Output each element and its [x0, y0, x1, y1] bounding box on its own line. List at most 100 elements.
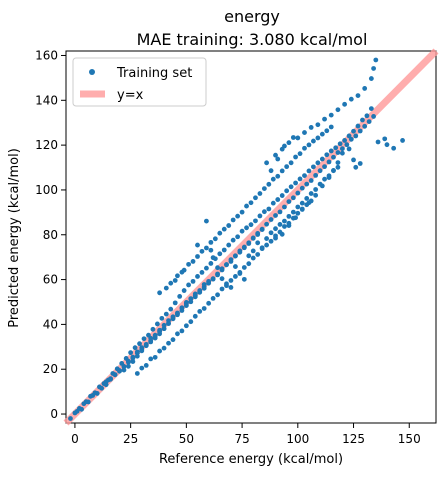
scatter-point — [351, 128, 356, 134]
scatter-point — [286, 199, 292, 204]
legend-marker-training-set — [89, 69, 95, 75]
scatter-point — [284, 188, 290, 194]
scatter-point — [230, 237, 236, 243]
scatter-point — [226, 242, 232, 248]
legend-label-y-equals-x: y=x — [117, 88, 144, 103]
scatter-point — [128, 350, 134, 356]
scatter-point — [68, 416, 73, 421]
x-axis-label: Reference energy (kcal/mol) — [159, 452, 343, 467]
scatter-point — [273, 235, 278, 241]
scatter-point — [364, 113, 370, 119]
scatter-point — [290, 195, 296, 201]
scatter-point — [197, 309, 203, 314]
scatter-point — [290, 135, 296, 140]
scatter-point — [221, 226, 227, 232]
scatter-point — [143, 341, 149, 347]
scatter-point — [346, 146, 352, 152]
scatter-point — [275, 197, 281, 202]
scatter-point — [273, 152, 278, 158]
scatter-point — [183, 300, 189, 305]
x-tick-label: 125 — [342, 432, 365, 446]
scatter-point — [150, 326, 156, 332]
scatter-point — [241, 265, 247, 270]
scatter-point — [308, 125, 314, 130]
legend-label-training-set: Training set — [116, 66, 192, 81]
scatter-point — [268, 217, 274, 222]
scatter-point — [348, 136, 354, 142]
scatter-point — [284, 164, 290, 170]
scatter-point — [192, 313, 198, 319]
scatter-point — [108, 376, 113, 382]
scatter-point — [328, 124, 334, 130]
scatter-point — [261, 186, 267, 191]
x-tick-label: 0 — [71, 432, 79, 446]
scatter-point — [293, 154, 298, 160]
scatter-point — [215, 265, 220, 271]
y-axis: 0 20 40 60 80 100 120 140 160 — [35, 48, 66, 421]
scatter-point — [304, 196, 310, 201]
scatter-point — [206, 300, 212, 306]
scatter-point — [217, 230, 223, 236]
scatter-point — [257, 213, 263, 219]
scatter-point — [266, 181, 272, 187]
scatter-point — [264, 242, 270, 248]
scatter-point — [246, 253, 252, 259]
scatter-point — [228, 278, 234, 283]
scatter-point — [299, 206, 305, 212]
scatter-point — [186, 261, 191, 267]
y-tick-label: 20 — [43, 362, 58, 376]
scatter-point — [235, 213, 241, 219]
scatter-point — [362, 123, 368, 129]
scatter-point — [154, 321, 160, 327]
scatter-point — [148, 356, 154, 362]
scatter-point — [148, 339, 154, 345]
scatter-point — [261, 209, 267, 215]
scatter-point — [295, 210, 301, 216]
scatter-point — [175, 310, 180, 316]
x-tick-label: 100 — [286, 432, 309, 446]
scatter-point — [210, 276, 216, 282]
scatter-point — [273, 213, 278, 218]
scatter-point — [357, 128, 363, 134]
scatter-point — [181, 288, 187, 293]
scatter-point — [230, 217, 236, 223]
scatter-point — [235, 234, 241, 240]
scatter-point — [357, 161, 363, 166]
scatter-point — [368, 106, 374, 111]
scatter-point — [255, 252, 261, 257]
scatter-point — [299, 200, 305, 206]
scatter-point — [199, 270, 205, 275]
scatter-point — [335, 150, 341, 155]
scatter-point — [313, 187, 319, 192]
scatter-point — [221, 247, 227, 253]
scatter-point — [170, 337, 176, 343]
scatter-point — [355, 123, 361, 129]
scatter-point — [188, 296, 194, 302]
scatter-point — [326, 173, 332, 179]
scatter-point — [337, 141, 343, 147]
scatter-point — [366, 119, 372, 124]
scatter-point — [157, 327, 163, 333]
scatter-point — [163, 285, 169, 291]
scatter-point — [279, 168, 285, 174]
y-tick-label: 140 — [35, 93, 58, 107]
scatter-point — [299, 185, 305, 191]
scatter-point — [257, 191, 263, 196]
scatter-point — [163, 311, 169, 317]
scatter-point — [250, 235, 256, 241]
scatter-point — [250, 255, 256, 261]
scatter-point — [315, 160, 321, 166]
scatter-point — [139, 365, 145, 371]
scatter-point — [197, 288, 203, 293]
scatter-point — [195, 254, 200, 259]
scatter-point — [302, 173, 307, 178]
scatter-point — [266, 206, 272, 212]
scatter-point — [351, 157, 356, 163]
scatter-point — [190, 278, 196, 284]
scatter-point — [328, 112, 334, 118]
scatter-point — [244, 225, 249, 231]
scatter-point — [224, 281, 229, 287]
scatter-point — [134, 353, 140, 359]
x-tick-label: 150 — [398, 432, 421, 446]
